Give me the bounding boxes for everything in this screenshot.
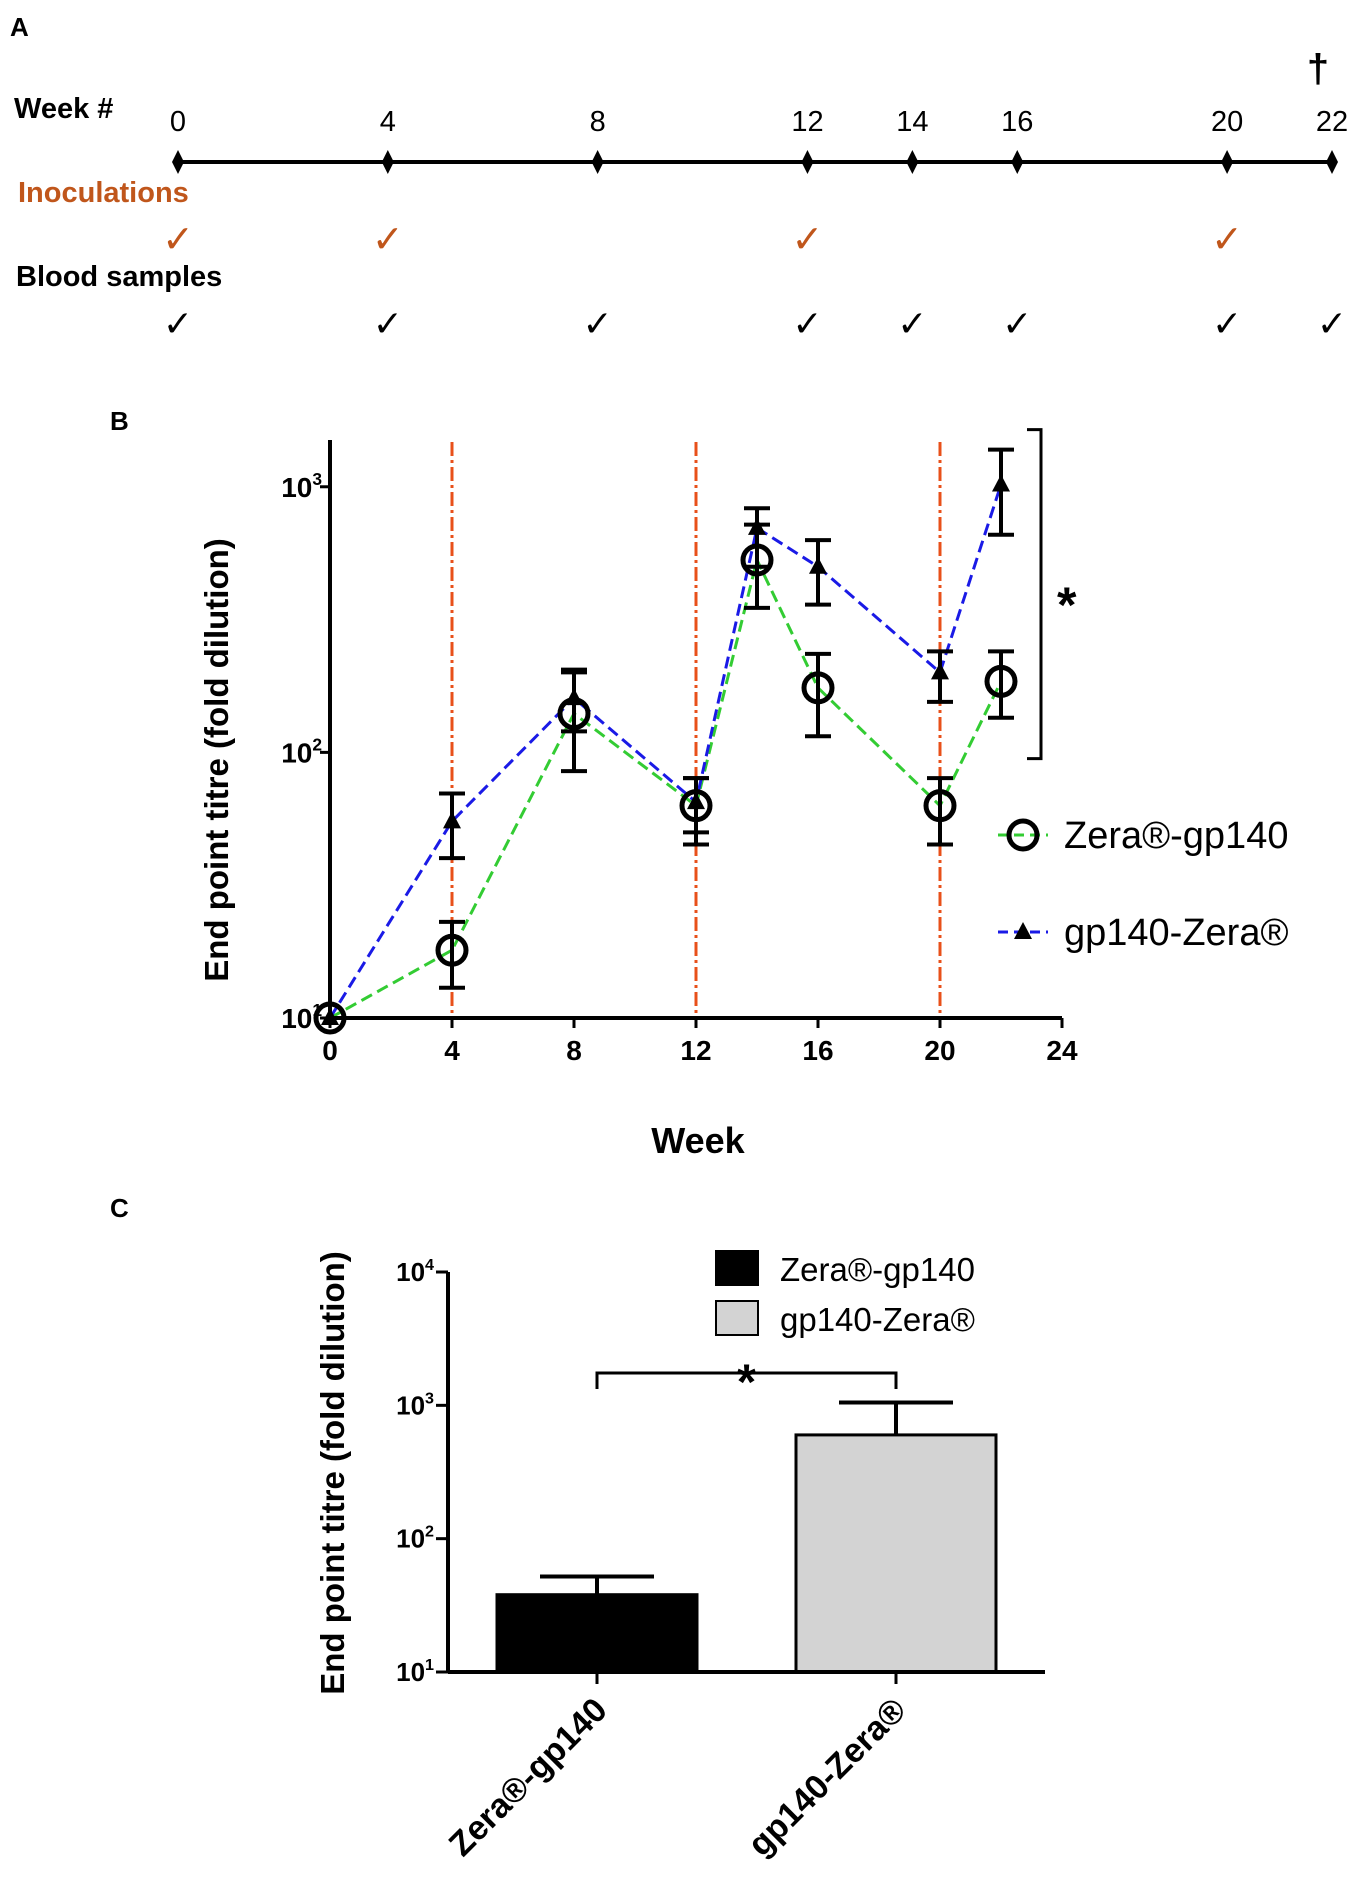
b-point-triangle [931,662,949,680]
timeline-week-label: 4 [380,106,396,138]
timeline-tick-marker [172,150,184,174]
b-legend-label: gp140-Zera® [1064,912,1288,954]
c-y-tick-label: 102 [396,1523,434,1554]
b-series-line-zera-gp140 [329,555,1003,1020]
c-legend-swatch [715,1300,759,1336]
c-legend-label: Zera®-gp140 [780,1251,975,1288]
inoculation-checkmark: ✓ [372,219,404,261]
timeline-tick-marker [801,150,814,174]
inoculations-label: Inoculations [18,177,189,209]
b-point-circle [679,789,713,823]
b-series-line-gp140-zera [328,484,1003,1019]
titre-bar-chart: * 101 102 103 104 Zera®-gp140 gp140-Zera® End… [314,1250,1045,1864]
c-legend-label: gp140-Zera® [780,1301,975,1338]
timeline-week-label: 22 [1316,106,1348,138]
c-significance-star: * [737,1354,757,1410]
timeline-week-label: 16 [1001,106,1033,138]
dagger-symbol: † [1307,47,1329,91]
blood-sample-checkmark: ✓ [163,303,193,344]
b-point-triangle [565,688,583,706]
c-y-tick-label: 101 [396,1656,434,1687]
timeline-tick-marker [906,150,919,174]
b-point-triangle [992,474,1010,492]
timeline-tick-marker [381,150,394,174]
timeline-week-label: 20 [1211,106,1243,138]
panel-label-a: A [10,12,29,42]
timeline-tick-marker [1011,150,1024,174]
b-y-tick-label: 103 [281,469,322,503]
b-point-circle [923,789,957,823]
b-point-triangle [809,556,827,574]
c-significance-bracket [595,1371,898,1389]
panel-label-b: B [110,406,129,436]
b-point-circle [740,543,774,577]
titre-over-time-chart: * 0 4 8 12 16 20 24 101 102 103 Week End point ti… [198,428,1288,1161]
b-point-circle [1006,818,1040,852]
inoculation-checkmark: ✓ [162,219,194,261]
blood-sample-checkmark: ✓ [1002,303,1032,344]
b-point-triangle [748,517,766,535]
b-x-tick-label: 8 [566,1035,582,1066]
b-x-tick-label: 12 [680,1035,711,1066]
blood-sample-checkmark: ✓ [583,303,613,344]
c-bar-zera-gp140 [495,1593,699,1674]
panel-label-c: C [110,1193,129,1223]
blood-sample-checkmark: ✓ [792,303,822,344]
b-x-axis-title: Week [651,1120,745,1161]
timeline-panel: Week # † Inoculations Blood samples 0 4 8 1… [14,47,1348,344]
b-y-tick-label: 102 [281,735,322,769]
b-point-circle [984,664,1018,698]
c-legend-swatch [715,1250,759,1286]
blood-sample-checkmark: ✓ [897,303,927,344]
b-point-triangle [443,811,461,829]
c-y-tick-label: 104 [396,1256,434,1287]
c-y-axis-title: End point titre (fold dilution) [314,1251,351,1695]
blood-sample-checkmark: ✓ [373,303,403,344]
b-point-circle [801,671,835,705]
blood-samples-label: Blood samples [16,261,222,293]
b-x-tick-label: 0 [322,1035,338,1066]
timeline-week-label: 12 [791,106,823,138]
b-y-tick-label: 101 [281,1000,322,1034]
b-significance-star: * [1057,577,1077,633]
c-x-tick-label: Zera®-gp140 [442,1691,615,1864]
b-x-tick-label: 24 [1046,1035,1078,1066]
timeline-tick-marker [591,150,604,174]
b-point-triangle [1014,922,1032,939]
b-x-tick-label: 20 [924,1035,955,1066]
blood-sample-checkmark: ✓ [1212,303,1242,344]
b-x-tick-label: 4 [444,1035,460,1066]
c-bar-gp140-zera [794,1433,998,1674]
timeline-week-label: 0 [170,106,186,138]
inoculation-checkmark: ✓ [792,219,824,261]
blood-sample-checkmark: ✓ [1317,303,1347,344]
b-point-triangle [687,792,705,810]
b-y-axis-title: End point titre (fold dilution) [198,538,235,982]
b-legend-label: Zera®-gp140 [1064,815,1288,857]
c-y-tick-label: 103 [396,1389,434,1420]
b-significance-bracket [1027,428,1043,761]
b-x-tick-label: 16 [802,1035,833,1066]
timeline-week-label: 14 [896,106,928,138]
timeline-tick-marker [1326,150,1338,174]
timeline-tick-marker [1221,150,1234,174]
c-x-tick-label: gp140-Zera® [741,1691,914,1864]
inoculation-checkmark: ✓ [1211,219,1243,261]
b-point-circle [435,933,469,967]
timeline-week-label: 8 [590,106,606,138]
week-number-label: Week # [14,93,113,125]
